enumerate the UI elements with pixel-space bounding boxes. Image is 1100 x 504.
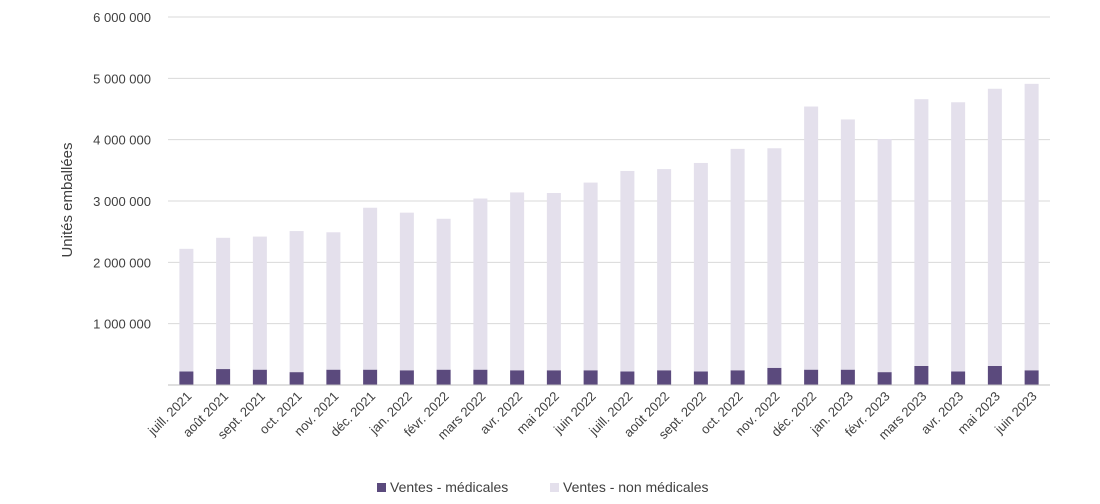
bar-non-medical — [840, 119, 855, 370]
bar-non-medical — [877, 139, 892, 373]
bar-medical — [399, 370, 414, 385]
y-tick-label: 1 000 000 — [93, 317, 151, 332]
bar-non-medical — [473, 198, 488, 370]
y-tick-label: 5 000 000 — [93, 71, 151, 86]
bar-medical — [767, 367, 782, 385]
bar-non-medical — [546, 193, 561, 371]
bar-non-medical — [399, 212, 414, 371]
bar-non-medical — [252, 236, 267, 370]
y-tick-label: 4 000 000 — [93, 133, 151, 148]
bar-non-medical — [216, 237, 231, 370]
legend-swatch — [550, 483, 559, 492]
bar-non-medical — [326, 232, 341, 370]
legend-label: Ventes - non médicales — [563, 479, 709, 495]
legend-swatch — [377, 483, 386, 492]
y-axis-title: Unités emballées — [59, 142, 76, 257]
bar-non-medical — [620, 170, 635, 372]
bar-medical — [326, 369, 341, 385]
bar-medical — [877, 372, 892, 385]
bar-medical — [987, 365, 1002, 385]
y-tick-label: 6 000 000 — [93, 10, 151, 25]
bar-medical — [951, 371, 966, 385]
bar-non-medical — [730, 148, 745, 371]
bar-non-medical — [693, 162, 708, 372]
bar-non-medical — [289, 231, 304, 373]
bar-medical — [510, 370, 525, 385]
bar-non-medical — [657, 169, 672, 371]
bar-medical — [252, 369, 267, 385]
legend: Ventes - médicales Ventes - non médicales — [377, 479, 709, 495]
bars — [179, 83, 1039, 385]
bar-medical — [620, 371, 635, 385]
bar-medical — [473, 369, 488, 385]
bar-non-medical — [1024, 83, 1039, 371]
y-tick-label: 3 000 000 — [93, 194, 151, 209]
bar-medical — [657, 370, 672, 385]
bar-medical — [804, 369, 819, 385]
bar-medical — [840, 369, 855, 385]
bar-non-medical — [767, 148, 782, 368]
bar-medical — [693, 371, 708, 385]
y-tick-label: 2 000 000 — [93, 255, 151, 270]
y-axis-ticks: 1 000 000 2 000 000 3 000 000 4 000 000 5 00… — [93, 10, 151, 332]
bar-medical — [289, 372, 304, 385]
bar-medical — [1024, 370, 1039, 385]
bar-non-medical — [804, 106, 819, 370]
gridlines — [168, 16, 1050, 325]
bar-medical — [179, 371, 194, 385]
bar-non-medical — [583, 182, 598, 371]
bar-medical — [363, 369, 378, 385]
bar-non-medical — [987, 88, 1002, 366]
bar-non-medical — [914, 99, 929, 366]
bar-medical — [546, 370, 561, 385]
bar-non-medical — [436, 218, 451, 370]
bar-medical — [730, 370, 745, 385]
legend-label: Ventes - médicales — [390, 479, 508, 495]
bar-medical — [216, 369, 231, 385]
bar-non-medical — [510, 192, 525, 371]
bar-non-medical — [179, 248, 194, 372]
bar-medical — [583, 370, 598, 385]
bar-medical — [914, 365, 929, 385]
bar-non-medical — [363, 207, 378, 370]
bar-medical — [436, 369, 451, 385]
bar-non-medical — [951, 102, 966, 372]
